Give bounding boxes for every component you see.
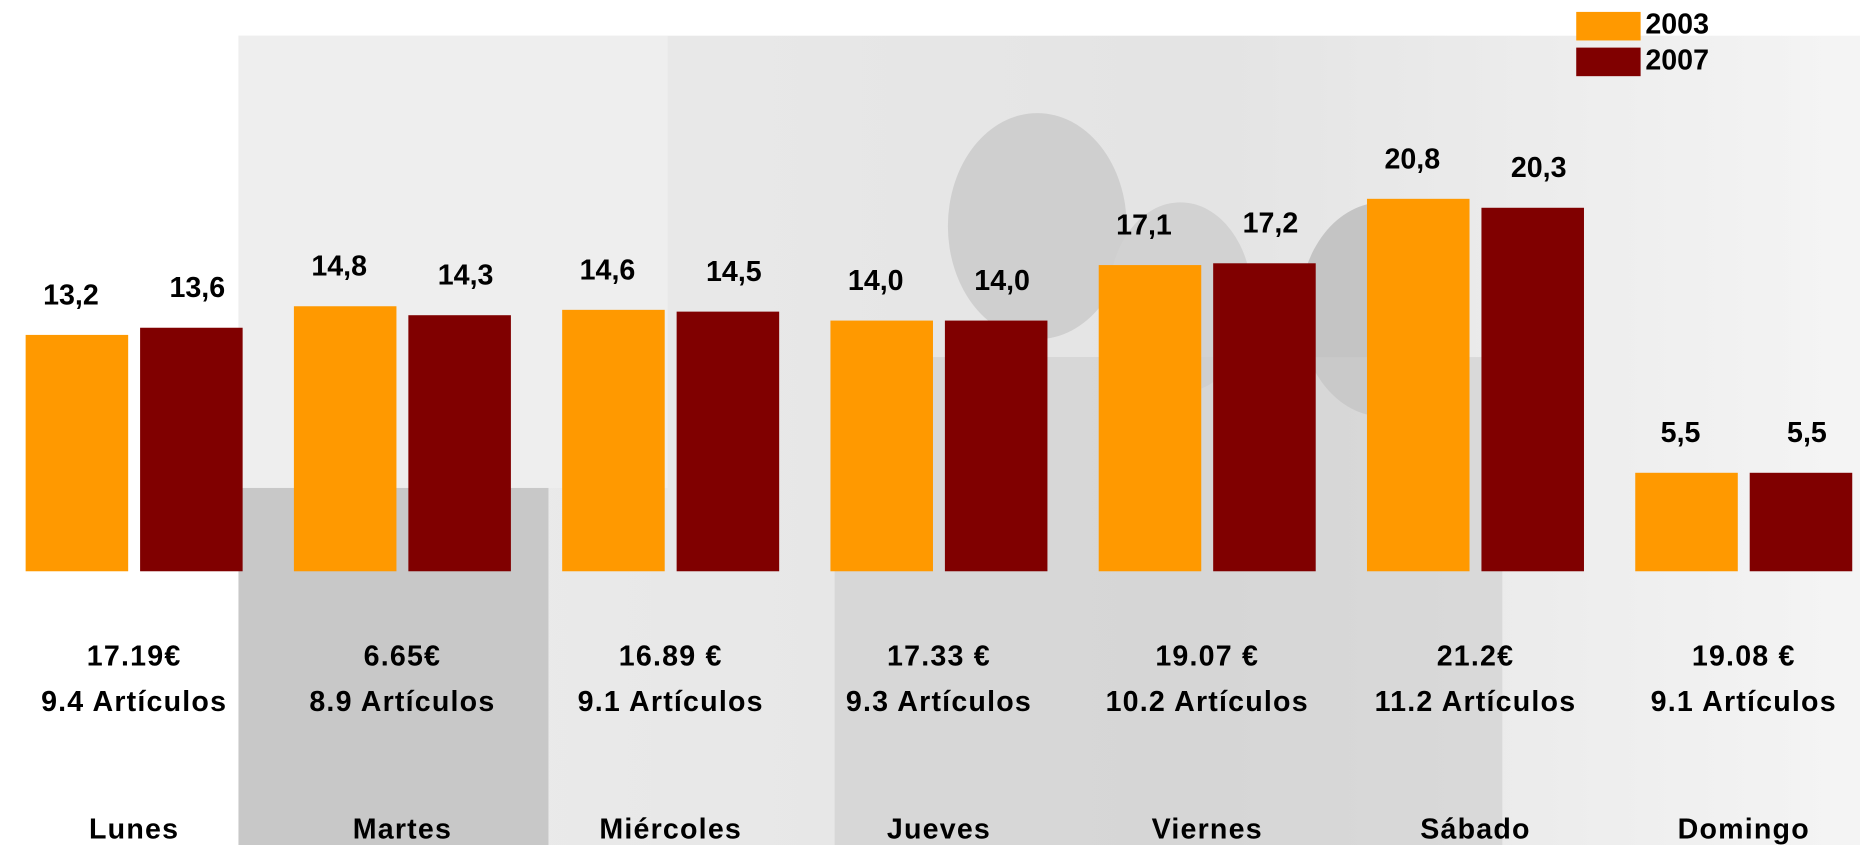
bar: [676, 311, 780, 572]
x-tick-label: Jueves: [887, 813, 991, 845]
items-label: 11.2 Artículos: [1375, 686, 1577, 718]
x-tick-label: Miércoles: [599, 813, 742, 845]
bar: [944, 320, 1048, 572]
bar: [1481, 207, 1584, 572]
bar: [25, 334, 129, 572]
spend-label: 16.89 €: [619, 641, 723, 673]
items-label: 10.2 Artículos: [1106, 686, 1309, 718]
bar: [293, 306, 397, 572]
spend-label: 21.2€: [1437, 641, 1515, 673]
data-label: 14,6: [580, 254, 636, 286]
bar: [562, 309, 665, 572]
data-label: 14,5: [706, 256, 762, 288]
spend-label: 19.07 €: [1155, 641, 1259, 673]
legend-swatch: [1576, 47, 1641, 77]
bar: [1635, 472, 1738, 572]
spend-label: 6.65€: [364, 641, 442, 673]
x-tick-label: Sábado: [1420, 813, 1530, 845]
bar: [1213, 263, 1316, 572]
spend-label: 19.08 €: [1692, 641, 1796, 673]
x-tick-label: Martes: [353, 813, 452, 845]
data-label: 14,3: [438, 260, 494, 292]
items-label: 9.4 Artículos: [41, 686, 227, 718]
data-label: 14,8: [311, 251, 367, 283]
bar: [140, 327, 243, 572]
data-label: 5,5: [1661, 417, 1701, 449]
bar: [1749, 472, 1853, 572]
items-label: 9.1 Artículos: [1651, 686, 1837, 718]
data-label: 20,3: [1511, 152, 1567, 184]
bar: [830, 320, 933, 572]
x-tick-label: Domingo: [1678, 813, 1810, 845]
items-label: 9.3 Artículos: [846, 686, 1032, 718]
items-label: 8.9 Artículos: [309, 686, 495, 718]
data-label: 13,2: [43, 279, 99, 311]
legend-label: 2003: [1645, 9, 1709, 41]
spend-label: 17.19€: [87, 641, 182, 673]
spend-label: 17.33 €: [887, 641, 991, 673]
data-label: 5,5: [1787, 417, 1827, 449]
data-label: 20,8: [1384, 143, 1440, 175]
data-label: 14,0: [974, 265, 1030, 297]
bar: [1098, 265, 1202, 572]
legend-label: 2007: [1645, 44, 1709, 76]
bar: [1366, 198, 1470, 572]
items-label: 9.1 Artículos: [578, 686, 764, 718]
data-label: 17,2: [1243, 208, 1299, 240]
legend-swatch: [1576, 11, 1641, 41]
x-tick-label: Viernes: [1152, 813, 1263, 845]
bar: [408, 315, 511, 572]
x-tick-label: Lunes: [89, 813, 179, 845]
data-label: 17,1: [1116, 210, 1172, 242]
data-label: 14,0: [848, 265, 904, 297]
data-label: 13,6: [169, 272, 225, 304]
